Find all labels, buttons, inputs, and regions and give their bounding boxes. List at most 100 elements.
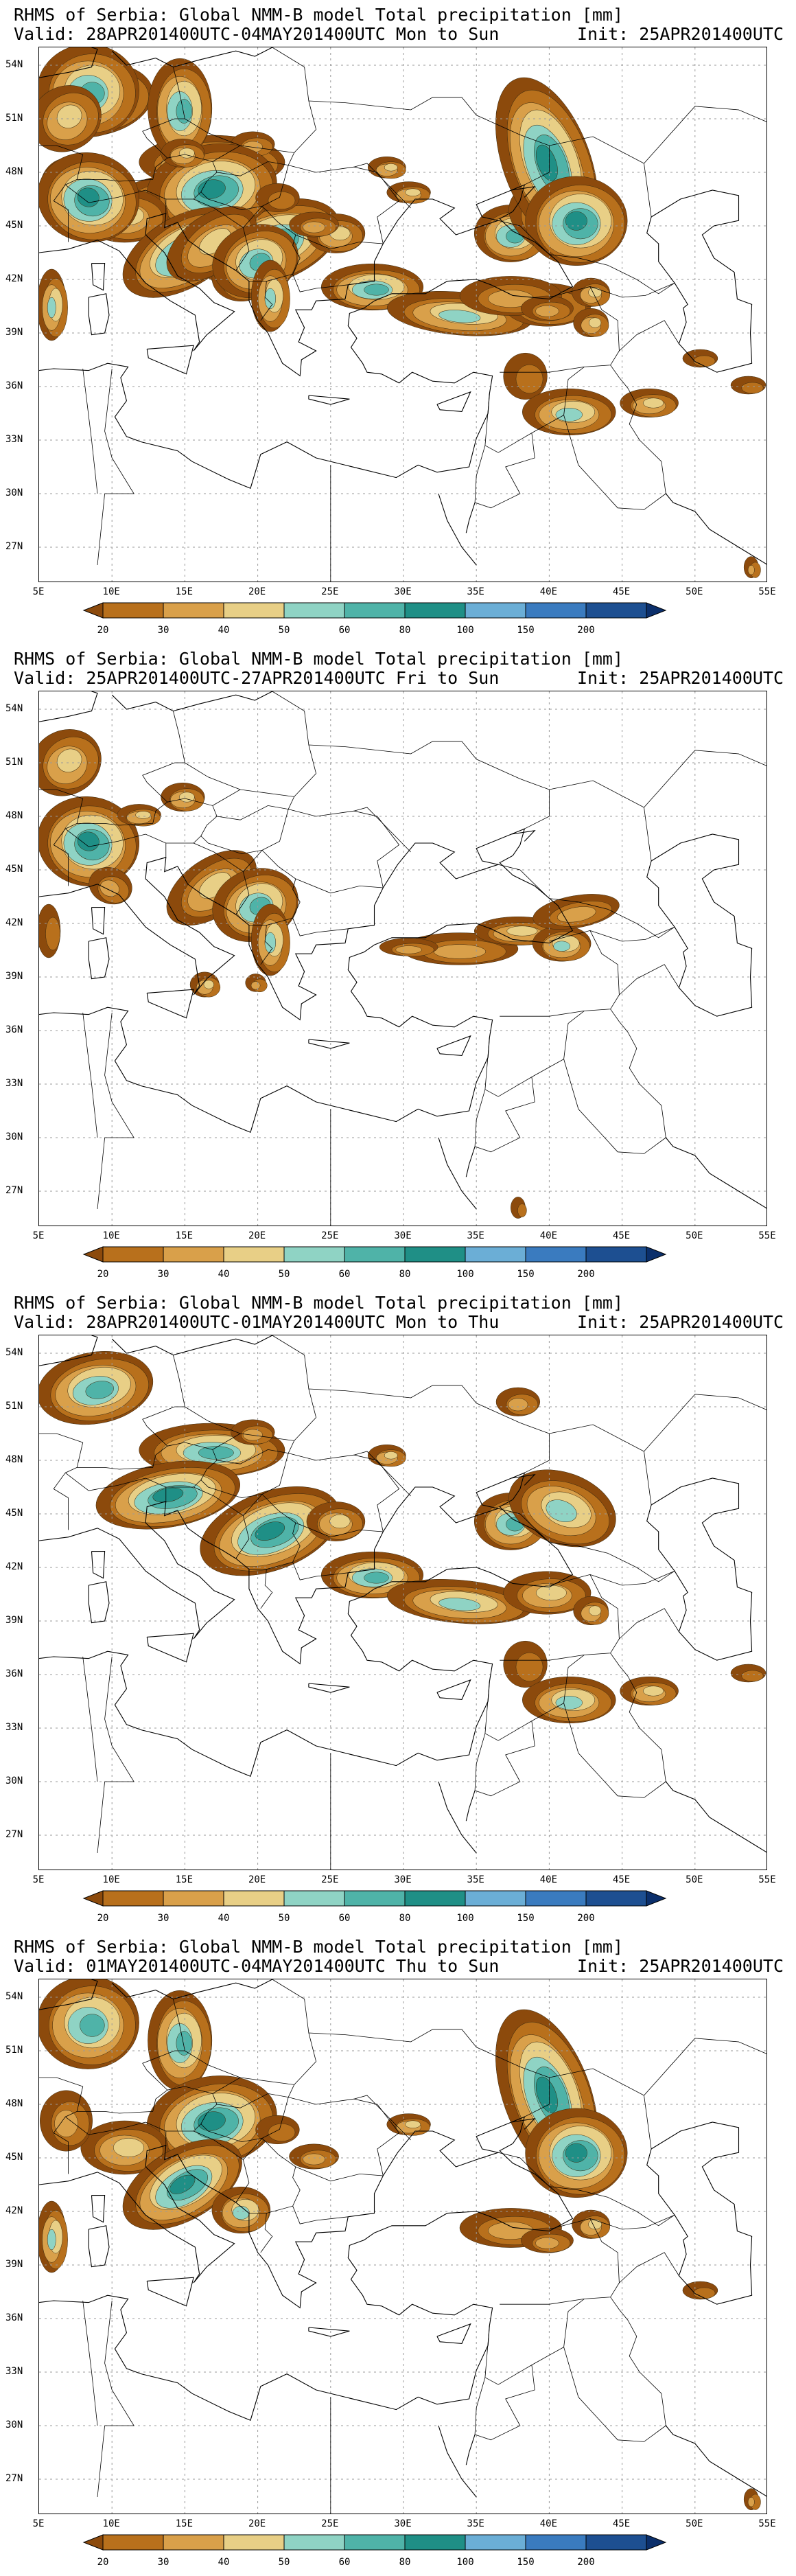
country-border bbox=[549, 2214, 675, 2230]
coastline bbox=[646, 833, 753, 1017]
precip-contour bbox=[741, 1670, 764, 1682]
precip-contour bbox=[565, 2143, 587, 2163]
country-border bbox=[619, 964, 679, 996]
latitude-tick-label: 54N bbox=[5, 1347, 23, 1358]
precip-contour bbox=[405, 2120, 421, 2128]
map-panel: RHMS of Serbia: Global NMM-B model Total… bbox=[0, 0, 796, 644]
coastline bbox=[665, 493, 766, 565]
init-time: Init: 25APR201400UTC bbox=[576, 1312, 784, 1332]
country-border bbox=[165, 154, 218, 200]
colorbar-segment bbox=[344, 1246, 406, 1263]
latitude-tick-label: 45N bbox=[5, 2152, 23, 2163]
coastlines-borders bbox=[39, 1335, 766, 1870]
precip-contour bbox=[535, 2076, 558, 2113]
precip-contour bbox=[113, 2138, 144, 2157]
longitude-tick-label: 30E bbox=[394, 586, 412, 597]
latitude-tick-label: 36N bbox=[5, 1024, 23, 1035]
longitude-tick-label: 30E bbox=[394, 1230, 412, 1241]
precip-contour bbox=[242, 1429, 263, 1441]
colorbar-level-label: 20 bbox=[97, 1269, 109, 1280]
country-border bbox=[165, 798, 218, 844]
colorbar-level-label: 150 bbox=[517, 1269, 535, 1280]
precip-contour bbox=[693, 2287, 716, 2299]
precip-contour bbox=[747, 565, 755, 575]
latitude-tick-label: 30N bbox=[5, 487, 23, 498]
colorbar-segment bbox=[404, 1246, 466, 1263]
colorbar-level-label: 40 bbox=[218, 625, 230, 636]
colorbar-segment bbox=[283, 2534, 345, 2551]
country-border bbox=[97, 1012, 134, 1210]
precip-contour bbox=[515, 1652, 543, 1682]
country-border bbox=[243, 2138, 263, 2160]
country-border bbox=[243, 1494, 263, 1516]
precip-contour bbox=[517, 1204, 527, 1217]
graticule bbox=[39, 1979, 766, 2514]
latitude-tick-label: 30N bbox=[5, 2419, 23, 2430]
longitude-tick-label: 40E bbox=[539, 1230, 558, 1241]
precip-contour bbox=[405, 188, 421, 196]
precip-contour bbox=[693, 355, 716, 367]
colorbar bbox=[82, 2534, 667, 2551]
init-time: Init: 25APR201400UTC bbox=[576, 24, 784, 44]
longitude-tick-label: 55E bbox=[758, 2518, 776, 2529]
precip-shading bbox=[39, 729, 620, 1219]
precip-contour bbox=[264, 932, 276, 954]
precip-contour bbox=[555, 408, 583, 422]
precip-contour bbox=[535, 144, 558, 181]
precip-contour bbox=[45, 917, 60, 951]
longitude-tick-label: 40E bbox=[539, 1874, 558, 1885]
precip-contour bbox=[233, 2206, 250, 2220]
latitude-tick-label: 42N bbox=[5, 273, 23, 284]
colorbar-segment bbox=[344, 2534, 406, 2551]
latitude-tick-label: 39N bbox=[5, 971, 23, 982]
country-border bbox=[77, 67, 185, 182]
country-border bbox=[248, 850, 301, 925]
precip-contour bbox=[438, 310, 481, 323]
precipitation-map bbox=[38, 47, 767, 582]
coastline bbox=[39, 691, 98, 722]
longitude-tick-label: 20E bbox=[248, 1230, 266, 1241]
country-border bbox=[610, 1009, 666, 1138]
coastlines-borders bbox=[39, 1979, 766, 2514]
country-border bbox=[549, 1570, 675, 1586]
longitude-tick-label: 45E bbox=[612, 2518, 631, 2529]
colorbar-segment bbox=[223, 1246, 285, 1263]
colorbar-level-label: 80 bbox=[399, 1269, 411, 1280]
colorbar-level-label: 50 bbox=[278, 1269, 290, 1280]
coastlines-borders bbox=[39, 691, 766, 1226]
colorbar-segment bbox=[585, 602, 647, 619]
precip-contour bbox=[384, 1451, 398, 1460]
coastline bbox=[39, 184, 574, 489]
longitude-tick-label: 55E bbox=[758, 1230, 776, 1241]
colorbar bbox=[82, 1890, 667, 1907]
colorbar-level-label: 100 bbox=[456, 1913, 474, 1924]
country-border bbox=[644, 2038, 766, 2096]
country-border bbox=[474, 2377, 486, 2435]
colorbar-high-arrow bbox=[646, 1246, 667, 1263]
precipitation-map bbox=[38, 1979, 767, 2514]
init-time: Init: 25APR201400UTC bbox=[576, 668, 784, 688]
precip-contour bbox=[56, 748, 82, 772]
longitude-tick-label: 40E bbox=[539, 586, 558, 597]
map-canvas bbox=[39, 691, 766, 1226]
map-canvas bbox=[39, 1335, 766, 1870]
country-border bbox=[272, 47, 317, 153]
latitude-tick-label: 51N bbox=[5, 2045, 23, 2056]
longitude-tick-label: 10E bbox=[102, 1874, 120, 1885]
latitude-tick-label: 33N bbox=[5, 2366, 23, 2377]
coastline bbox=[39, 828, 574, 1133]
country-border bbox=[248, 1494, 301, 1569]
country-border bbox=[200, 1453, 289, 1499]
init-time: Init: 25APR201400UTC bbox=[576, 1956, 784, 1976]
country-border bbox=[295, 1522, 384, 1538]
country-border bbox=[77, 711, 185, 826]
country-border bbox=[248, 206, 301, 281]
colorbar-segment bbox=[465, 602, 526, 619]
country-border bbox=[82, 2300, 98, 2426]
country-border bbox=[77, 1355, 185, 1470]
colorbar-segment bbox=[465, 1246, 526, 1263]
country-border bbox=[549, 136, 652, 218]
precip-contour bbox=[268, 2123, 296, 2142]
precip-contour bbox=[643, 398, 664, 409]
country-border bbox=[549, 2068, 652, 2150]
